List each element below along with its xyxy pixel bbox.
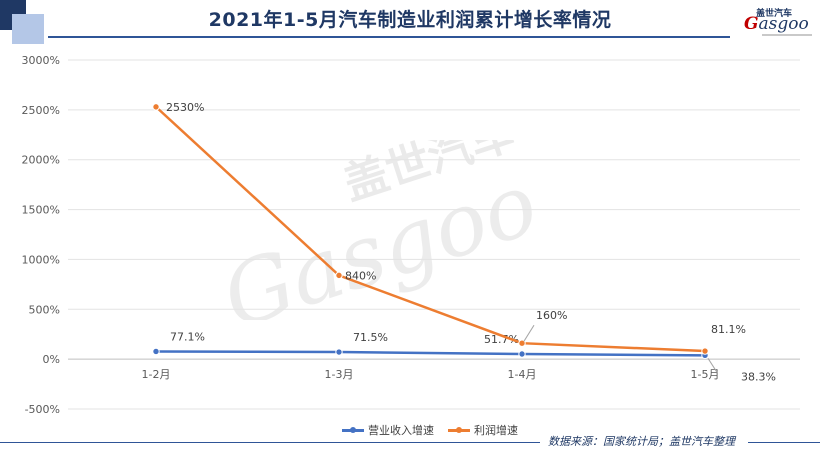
x-tick-label: 1-5月 — [691, 368, 720, 381]
legend-label-revenue: 营业收入增速 — [368, 424, 434, 437]
data-point — [152, 103, 160, 111]
legend-swatch-revenue — [342, 426, 364, 433]
legend-label-profit: 利润增速 — [474, 424, 518, 437]
logo-tagline-bar — [762, 34, 812, 36]
gasgoo-logo: 盖世汽车 Gasgoo — [742, 6, 818, 36]
series-line-1 — [155, 105, 706, 353]
data-label: 81.1% — [711, 323, 746, 336]
y-tick-label: 2500% — [22, 104, 60, 117]
data-point — [335, 271, 343, 280]
chart-title: 2021年1-5月汽车制造业利润累计增长率情况 — [208, 9, 612, 31]
leader-line — [707, 358, 718, 373]
logo-english-text: Gasgoo — [744, 14, 809, 34]
leader-line — [523, 324, 535, 342]
data-label: 2530% — [166, 101, 204, 114]
footer-rule-right — [748, 442, 820, 443]
y-tick-label: 1500% — [22, 204, 60, 217]
data-source-note: 数据来源：国家统计局；盖世汽车整理 — [548, 435, 735, 448]
legend-swatch-profit — [448, 426, 470, 433]
data-label: 160% — [536, 309, 567, 322]
data-label: 77.1% — [170, 330, 205, 343]
corner-decoration-light — [12, 14, 44, 44]
legend: 营业收入增速 利润增速 — [342, 422, 518, 438]
legend-item-revenue: 营业收入增速 — [342, 422, 434, 438]
y-tick-label: 1000% — [22, 253, 60, 266]
y-tick-label: 3000% — [22, 54, 60, 67]
x-tick-label: 1-2月 — [142, 368, 171, 381]
series-line-0 — [155, 350, 706, 357]
x-tick-label: 1-3月 — [325, 368, 354, 381]
data-point — [701, 347, 709, 355]
data-label: 840% — [345, 269, 376, 282]
legend-item-profit: 利润增速 — [448, 422, 518, 438]
data-label: 71.5% — [353, 331, 388, 344]
y-tick-label: 500% — [29, 303, 60, 316]
data-point — [518, 350, 526, 358]
y-tick-label: 0% — [43, 353, 60, 366]
title-underline — [48, 36, 730, 38]
data-label: 51.7% — [484, 333, 519, 346]
data-label: 38.3% — [741, 370, 776, 383]
x-tick-label: 1-4月 — [508, 368, 537, 381]
y-tick-label: 2000% — [22, 154, 60, 167]
data-point — [152, 347, 160, 356]
y-tick-label: -500% — [25, 403, 60, 416]
logo-chinese-text: 盖世汽车 — [756, 9, 793, 19]
data-point — [335, 348, 343, 356]
data-point — [518, 339, 526, 347]
footer-rule-left — [0, 442, 540, 443]
